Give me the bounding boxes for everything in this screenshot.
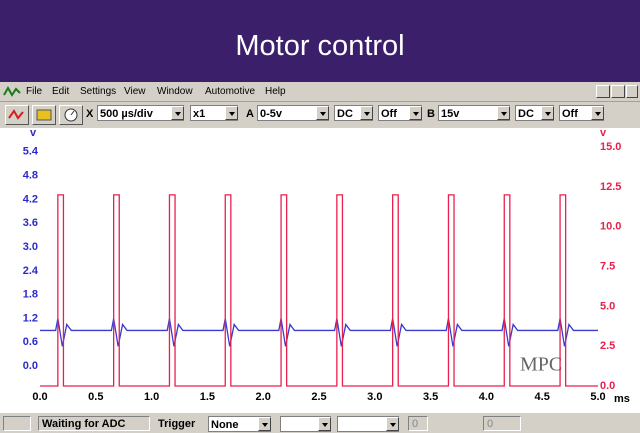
status-message: Waiting for ADC [38, 416, 150, 431]
y-tick-label: 1.2 [23, 312, 38, 324]
y-tick-label: 2.4 [23, 265, 39, 277]
y-tick-label: 3.0 [23, 241, 38, 253]
menu-item[interactable]: View [124, 86, 146, 97]
y2-axis-label: v [600, 127, 607, 139]
y-tick-label: 0.0 [23, 360, 38, 372]
x-axis-label: ms [614, 393, 630, 405]
menu-item[interactable]: File [26, 86, 43, 97]
restore-button[interactable] [611, 85, 625, 98]
y2-tick-label: 12.5 [600, 181, 621, 193]
status-bar: Waiting for ADC Trigger None 0 0 [0, 412, 640, 433]
menu-item[interactable]: Edit [52, 86, 70, 97]
y2-tick-label: 7.5 [600, 260, 615, 272]
dropdown[interactable] [337, 416, 399, 432]
label: X [86, 108, 94, 120]
x-tick-label: 3.0 [367, 391, 382, 403]
y-axis-label: v [30, 127, 37, 139]
minimize-button[interactable] [596, 85, 610, 98]
dropdown[interactable]: 15v [438, 105, 510, 121]
signal-trace [40, 318, 598, 347]
y2-tick-label: 0.0 [600, 380, 615, 392]
x-tick-label: 5.0 [590, 391, 605, 403]
y2-tick-label: 2.5 [600, 340, 615, 352]
menu-item[interactable]: Help [265, 86, 286, 97]
scope-button[interactable] [5, 105, 29, 125]
plot-background [0, 128, 640, 412]
slide-title: Motor control [235, 30, 405, 62]
y-tick-label: 3.6 [23, 217, 38, 229]
dropdown[interactable]: Off [378, 105, 422, 121]
label: Trigger [158, 418, 196, 430]
y2-tick-label: 15.0 [600, 141, 621, 153]
x-tick-label: 4.5 [535, 391, 550, 403]
slide-banner [0, 0, 640, 82]
dropdown[interactable]: Off [559, 105, 604, 121]
menu-item[interactable]: Window [157, 86, 193, 97]
dropdown[interactable]: DC [515, 105, 554, 121]
signal-trace [40, 194, 598, 387]
y-tick-label: 1.8 [23, 289, 38, 301]
dropdown[interactable]: 0-5v [257, 105, 329, 121]
input-field[interactable]: 0 [408, 416, 428, 431]
menu-item[interactable]: Settings [80, 86, 117, 97]
toolbar: X 500 µs/div x1 A 0-5v DC Off B 15v DC O… [0, 102, 640, 127]
status-box [3, 416, 31, 431]
x-tick-label: 1.5 [200, 391, 215, 403]
dropdown[interactable]: DC [334, 105, 373, 121]
y-tick-label: 0.6 [23, 336, 38, 348]
y-tick-label: 5.4 [23, 146, 39, 158]
x-tick-label: 2.0 [256, 391, 271, 403]
menu-bar: File Edit Settings View Window Automotiv… [0, 83, 640, 102]
label: A [246, 108, 254, 120]
dropdown[interactable]: 500 µs/div [97, 105, 184, 121]
y2-tick-label: 10.0 [600, 221, 621, 233]
x-tick-label: 0.0 [32, 391, 47, 403]
input-field[interactable]: 0 [483, 416, 521, 431]
y2-tick-label: 5.0 [600, 300, 615, 312]
label: B [427, 108, 435, 120]
menu-item[interactable]: Automotive [205, 86, 256, 97]
x-tick-label: 1.0 [144, 391, 159, 403]
dropdown[interactable]: x1 [190, 105, 238, 121]
dropdown[interactable] [280, 416, 331, 432]
x-tick-label: 2.5 [311, 391, 326, 403]
watermark: MPC [520, 354, 562, 376]
clock-button[interactable] [59, 105, 83, 125]
dropdown[interactable]: None [208, 416, 271, 432]
meter-button[interactable] [32, 105, 56, 125]
x-tick-label: 3.5 [423, 391, 438, 403]
close-button[interactable] [626, 85, 638, 98]
y-tick-label: 4.2 [23, 193, 38, 205]
y-tick-label: 4.8 [23, 170, 38, 182]
app-icon [3, 85, 21, 97]
x-tick-label: 0.5 [88, 391, 103, 403]
x-tick-label: 4.0 [479, 391, 494, 403]
